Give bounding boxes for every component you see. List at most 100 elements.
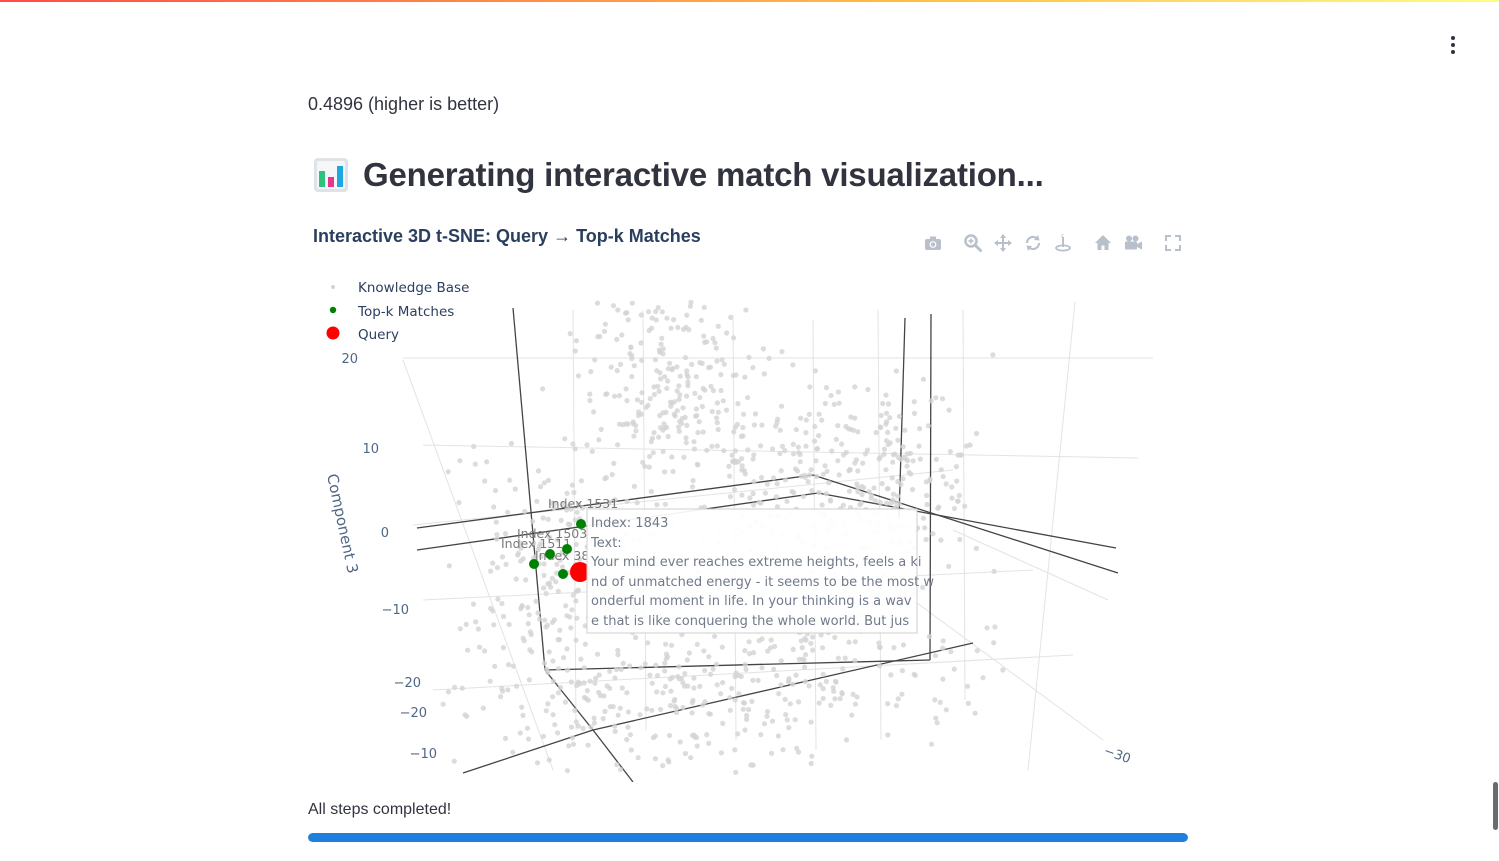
knowledge-base-point[interactable] bbox=[713, 345, 719, 351]
knowledge-base-point[interactable] bbox=[695, 462, 701, 468]
knowledge-base-point[interactable] bbox=[782, 477, 789, 483]
knowledge-base-point[interactable] bbox=[924, 501, 930, 508]
knowledge-base-point[interactable] bbox=[530, 518, 536, 524]
knowledge-base-point[interactable] bbox=[819, 417, 825, 423]
knowledge-base-point[interactable] bbox=[890, 459, 896, 465]
knowledge-base-point[interactable] bbox=[517, 730, 523, 736]
knowledge-base-point[interactable] bbox=[872, 498, 878, 504]
knowledge-base-point[interactable] bbox=[471, 443, 477, 450]
knowledge-base-point[interactable] bbox=[727, 494, 733, 500]
knowledge-base-point[interactable] bbox=[835, 389, 842, 395]
knowledge-base-point[interactable] bbox=[787, 701, 793, 707]
knowledge-base-point[interactable] bbox=[943, 707, 950, 713]
knowledge-base-point[interactable] bbox=[820, 471, 826, 477]
knowledge-base-point[interactable] bbox=[880, 400, 886, 407]
knowledge-base-point[interactable] bbox=[778, 682, 784, 688]
knowledge-base-point[interactable] bbox=[922, 525, 928, 531]
knowledge-base-point[interactable] bbox=[445, 689, 452, 695]
knowledge-base-point[interactable] bbox=[652, 756, 658, 762]
knowledge-base-point[interactable] bbox=[955, 498, 961, 504]
knowledge-base-point[interactable] bbox=[680, 680, 686, 686]
knowledge-base-point[interactable] bbox=[920, 584, 926, 590]
knowledge-base-point[interactable] bbox=[488, 568, 494, 574]
knowledge-base-point[interactable] bbox=[669, 642, 675, 648]
knowledge-base-point[interactable] bbox=[527, 647, 533, 653]
knowledge-base-point[interactable] bbox=[726, 463, 732, 469]
knowledge-base-point[interactable] bbox=[550, 712, 556, 718]
knowledge-base-point[interactable] bbox=[939, 396, 946, 402]
knowledge-base-point[interactable] bbox=[556, 637, 563, 643]
knowledge-base-point[interactable] bbox=[731, 429, 737, 435]
knowledge-base-point[interactable] bbox=[629, 374, 635, 380]
knowledge-base-point[interactable] bbox=[672, 703, 678, 710]
knowledge-base-point[interactable] bbox=[541, 480, 547, 486]
knowledge-base-point[interactable] bbox=[797, 451, 803, 458]
knowledge-base-point[interactable] bbox=[721, 448, 727, 454]
knowledge-base-point[interactable] bbox=[778, 468, 784, 474]
knowledge-base-point[interactable] bbox=[732, 487, 738, 493]
knowledge-base-point[interactable] bbox=[946, 563, 952, 569]
knowledge-base-point[interactable] bbox=[879, 481, 885, 487]
knowledge-base-point[interactable] bbox=[642, 463, 648, 469]
knowledge-base-point[interactable] bbox=[644, 706, 650, 712]
knowledge-base-point[interactable] bbox=[615, 442, 621, 448]
knowledge-base-point[interactable] bbox=[659, 309, 665, 315]
knowledge-base-point[interactable] bbox=[809, 488, 815, 494]
knowledge-base-point[interactable] bbox=[749, 698, 755, 704]
knowledge-base-point[interactable] bbox=[682, 671, 688, 677]
knowledge-base-point[interactable] bbox=[904, 463, 910, 469]
knowledge-base-point[interactable] bbox=[881, 451, 887, 457]
knowledge-base-point[interactable] bbox=[895, 493, 901, 499]
knowledge-base-point[interactable] bbox=[615, 647, 621, 653]
knowledge-base-point[interactable] bbox=[846, 488, 853, 494]
knowledge-base-point[interactable] bbox=[714, 443, 720, 449]
knowledge-base-point[interactable] bbox=[545, 701, 551, 707]
knowledge-base-point[interactable] bbox=[853, 457, 860, 463]
knowledge-base-point[interactable] bbox=[806, 683, 812, 689]
knowledge-base-point[interactable] bbox=[647, 396, 653, 402]
knowledge-base-point[interactable] bbox=[720, 398, 726, 404]
knowledge-base-point[interactable] bbox=[841, 452, 847, 458]
knowledge-base-point[interactable] bbox=[833, 436, 839, 442]
knowledge-base-point[interactable] bbox=[946, 407, 952, 413]
knowledge-base-point[interactable] bbox=[587, 391, 593, 397]
knowledge-base-point[interactable] bbox=[746, 639, 752, 645]
knowledge-base-point[interactable] bbox=[463, 621, 469, 627]
knowledge-base-point[interactable] bbox=[572, 446, 578, 452]
camera-view-button[interactable] bbox=[1118, 231, 1148, 255]
knowledge-base-point[interactable] bbox=[575, 373, 582, 379]
knowledge-base-point[interactable] bbox=[550, 694, 556, 700]
knowledge-base-point[interactable] bbox=[743, 666, 749, 672]
knowledge-base-point[interactable] bbox=[704, 732, 710, 738]
knowledge-base-point[interactable] bbox=[540, 386, 546, 392]
knowledge-base-point[interactable] bbox=[508, 440, 514, 447]
knowledge-base-point[interactable] bbox=[574, 615, 580, 621]
knowledge-base-point[interactable] bbox=[567, 331, 573, 337]
knowledge-base-point[interactable] bbox=[663, 651, 670, 657]
knowledge-base-point[interactable] bbox=[572, 707, 578, 713]
knowledge-base-point[interactable] bbox=[700, 429, 706, 435]
knowledge-base-point[interactable] bbox=[681, 454, 687, 460]
knowledge-base-point[interactable] bbox=[937, 699, 943, 705]
knowledge-base-point[interactable] bbox=[522, 508, 528, 515]
knowledge-base-point[interactable] bbox=[706, 711, 712, 717]
knowledge-base-point[interactable] bbox=[499, 685, 505, 691]
knowledge-base-point[interactable] bbox=[732, 697, 738, 703]
knowledge-base-point[interactable] bbox=[538, 484, 544, 490]
knowledge-base-point[interactable] bbox=[597, 692, 603, 699]
knowledge-base-point[interactable] bbox=[735, 731, 741, 737]
knowledge-base-point[interactable] bbox=[795, 444, 801, 450]
knowledge-base-point[interactable] bbox=[951, 505, 958, 512]
knowledge-base-point[interactable] bbox=[909, 486, 916, 493]
knowledge-base-point[interactable] bbox=[651, 430, 657, 436]
knowledge-base-point[interactable] bbox=[762, 490, 768, 496]
knowledge-base-point[interactable] bbox=[895, 454, 902, 460]
knowledge-base-point[interactable] bbox=[745, 395, 751, 401]
knowledge-base-point[interactable] bbox=[714, 415, 720, 421]
knowledge-base-point[interactable] bbox=[554, 537, 560, 543]
knowledge-base-point[interactable] bbox=[793, 672, 799, 678]
knowledge-base-point[interactable] bbox=[802, 472, 808, 478]
knowledge-base-point[interactable] bbox=[740, 706, 746, 712]
knowledge-base-point[interactable] bbox=[654, 502, 660, 508]
knowledge-base-point[interactable] bbox=[693, 413, 699, 419]
